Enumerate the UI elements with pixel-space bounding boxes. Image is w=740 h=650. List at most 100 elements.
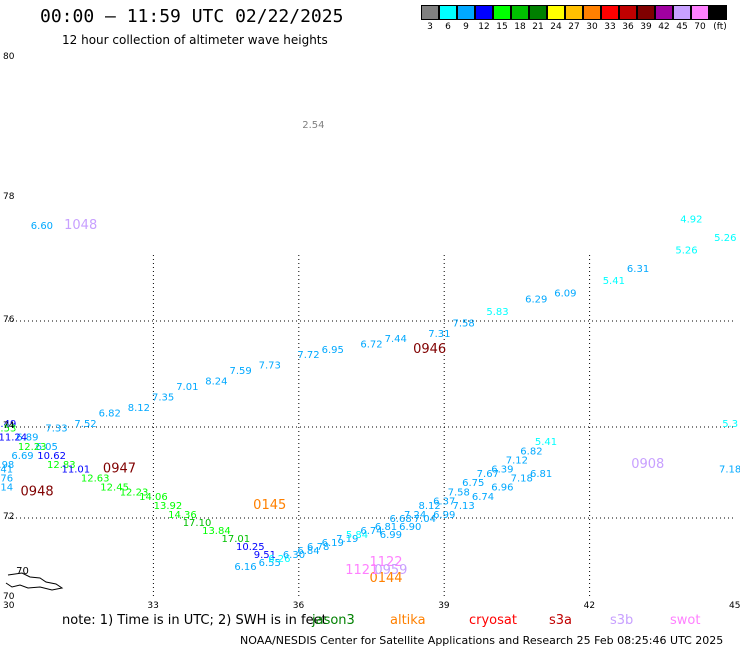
legend-swatch xyxy=(439,5,457,20)
satellite-jason3: jason3 xyxy=(312,613,355,628)
wave-height-value: 7.58 xyxy=(448,487,470,498)
legend-label: (ft) xyxy=(713,22,727,32)
wave-height-value: 6.26 xyxy=(268,554,290,565)
wave-height-value: 6.09 xyxy=(554,288,576,299)
wave-height-value: 6.72 xyxy=(360,340,382,351)
legend-swatch xyxy=(421,5,439,20)
footnote: note: 1) Time is in UTC; 2) SWH is in fe… xyxy=(62,613,327,628)
coastline xyxy=(5,572,64,591)
latitude-label: 78 xyxy=(3,192,15,202)
latitude-label: 70 xyxy=(3,592,15,602)
wave-height-value: 12.23 xyxy=(18,442,47,453)
legend-swatch xyxy=(709,5,727,20)
wave-height-value: 5.83 xyxy=(486,307,508,318)
wave-height-value: 8.12 xyxy=(419,501,441,512)
wave-height-value: 6.99 xyxy=(380,530,402,541)
wave-height-value: 6.41 xyxy=(0,465,13,476)
legend-swatch xyxy=(619,5,637,20)
legend-label: 9 xyxy=(463,22,469,32)
wave-height-value: 14.36 xyxy=(168,510,197,521)
wave-height-value: 6.90 xyxy=(399,522,421,533)
wave-height-value: 6.16 xyxy=(234,562,256,573)
wave-height-value: 7.24 xyxy=(404,510,426,521)
wave-height-value: 7.12 xyxy=(506,455,528,466)
wave-height-value: 7.73 xyxy=(259,361,281,372)
wave-height-value: 6.29 xyxy=(525,295,547,306)
legend-label: 18 xyxy=(514,22,526,32)
wave-height-value: 6.19 xyxy=(322,538,344,549)
legend-swatch xyxy=(529,5,547,20)
pass-time-label: 0908 xyxy=(631,457,664,472)
wave-height-value: 6.98 xyxy=(0,460,14,471)
latitude-label: 80 xyxy=(3,52,15,62)
wave-height-value: 2.54 xyxy=(302,120,324,131)
wave-height-value: 11.49 xyxy=(0,419,16,430)
legend-swatch xyxy=(493,5,511,20)
wave-height-value: 7.18 xyxy=(719,465,740,476)
longitude-label: 33 xyxy=(147,601,159,611)
wave-height-value: 7.35 xyxy=(152,393,174,404)
wave-height-value: 13.92 xyxy=(154,501,183,512)
map-grid xyxy=(8,255,735,598)
map-subtitle: 12 hour collection of altimeter wave hei… xyxy=(62,33,328,47)
wave-height-value: 6.95 xyxy=(322,345,344,356)
latitude-label: 76 xyxy=(3,315,15,325)
wave-height-value: 6.68 xyxy=(389,514,411,525)
legend-label: 30 xyxy=(586,22,598,32)
legend-label: 6 xyxy=(445,22,451,32)
credit-line: NOAA/NESDIS Center for Satellite Applica… xyxy=(240,634,724,647)
legend-swatch xyxy=(511,5,529,20)
wave-height-value: 9.51 xyxy=(254,550,276,561)
legend-label: 42 xyxy=(658,22,670,32)
wave-height-value: 7.19 xyxy=(336,534,358,545)
wave-height-value: 7.67 xyxy=(477,469,499,480)
wave-height-value: 6.55 xyxy=(259,558,281,569)
wave-height-value: 7.31 xyxy=(428,329,450,340)
wave-height-value: 70 xyxy=(16,566,29,577)
legend-swatch xyxy=(691,5,709,20)
legend-swatch xyxy=(547,5,565,20)
legend-label: 33 xyxy=(604,22,616,32)
legend-swatch xyxy=(583,5,601,20)
wave-height-labels: 702.546.604.925.265.266.315.416.096.295.… xyxy=(0,120,740,577)
wave-height-value: 5.41 xyxy=(535,437,557,448)
wave-height-value: 12.53 xyxy=(0,424,16,435)
wave-height-value: 17.10 xyxy=(183,518,212,529)
wave-height-value: 6.69 xyxy=(11,451,33,462)
map-title: 00:00 – 11:59 UTC 02/22/2025 xyxy=(40,6,344,27)
pass-time-label: 0947 xyxy=(103,462,136,477)
longitude-label: 36 xyxy=(292,601,305,611)
legend-swatch xyxy=(457,5,475,20)
wave-height-value: 6.96 xyxy=(491,483,513,494)
longitude-label: 30 xyxy=(3,601,15,611)
longitude-label: 42 xyxy=(583,601,596,611)
satellite-s3b: s3b xyxy=(610,613,634,628)
wave-height-value: 5.41 xyxy=(603,276,625,287)
wave-height-value: 7.04 xyxy=(414,514,436,525)
wave-height-value: 6.81 xyxy=(530,469,552,480)
wave-height-value: 4.92 xyxy=(680,215,702,226)
wave-height-value: 6.82 xyxy=(520,446,542,457)
wave-height-value: 11.24 xyxy=(0,433,27,444)
wave-height-value: 6.05 xyxy=(36,442,58,453)
wave-height-value: 7.18 xyxy=(511,474,533,485)
wave-height-value: 13.84 xyxy=(202,526,231,537)
wave-height-value: 5.3 xyxy=(722,419,738,430)
legend-label: 3 xyxy=(427,22,433,32)
wave-height-value: 12.83 xyxy=(47,460,76,471)
legend-swatch xyxy=(475,5,493,20)
legend-label: 12 xyxy=(478,22,490,32)
wave-height-value: 6.82 xyxy=(99,408,121,419)
wave-height-value: 6.78 xyxy=(307,542,329,553)
legend-label: 45 xyxy=(676,22,688,32)
wave-height-value: 6.89 xyxy=(16,433,38,444)
wave-height-value: 14.06 xyxy=(139,492,168,503)
pass-time-label: 0948 xyxy=(21,484,54,499)
wave-height-value: 7.01 xyxy=(176,382,198,393)
pass-time-label: 0959 xyxy=(374,563,407,578)
legend-label: 24 xyxy=(550,22,562,32)
latitude-label: 74 xyxy=(3,421,15,431)
wave-height-value: 6.37 xyxy=(433,496,455,507)
legend-label: 39 xyxy=(640,22,652,32)
